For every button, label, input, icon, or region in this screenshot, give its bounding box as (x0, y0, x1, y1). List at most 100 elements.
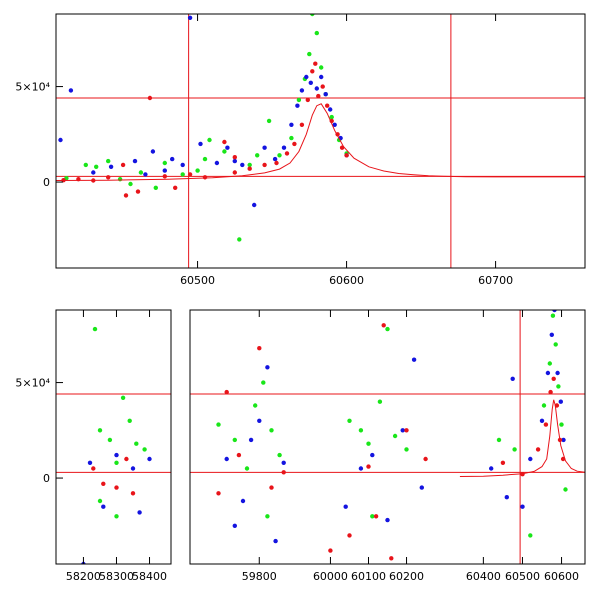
point-blue-15 (343, 504, 348, 509)
panel-top: 60500 60600 60700 0 5×10⁴ (15, 13, 586, 287)
point-green-17 (265, 514, 270, 519)
point-red-6 (224, 389, 229, 395)
point-red-16 (284, 151, 290, 156)
point-blue-15 (281, 145, 287, 150)
point-red-18 (423, 456, 428, 462)
point-red-14 (262, 162, 267, 168)
point-green-27 (94, 164, 99, 169)
point-green-12 (277, 153, 282, 158)
point-blue-9 (248, 437, 254, 443)
point-red-5 (216, 491, 221, 496)
point-green-5 (162, 160, 167, 166)
point-red-28 (344, 153, 349, 158)
point-green-17 (310, 14, 315, 17)
x-tick-label-9: 60600 (544, 570, 579, 583)
point-blue-29 (232, 158, 237, 164)
x-tick-label-2: 58400 (132, 570, 167, 583)
point-blue-11 (240, 162, 245, 168)
point-red-13 (247, 166, 252, 171)
point-red-21 (313, 61, 318, 66)
point-blue-10 (257, 418, 262, 423)
point-blue-21 (314, 86, 319, 91)
point-blue-29 (549, 332, 554, 337)
point-green-32 (553, 342, 558, 347)
series-green (64, 14, 349, 242)
point-green-0 (92, 326, 98, 332)
point-blue-8 (198, 141, 203, 147)
point-green-8 (222, 149, 227, 154)
point-red-12 (347, 533, 352, 538)
x-tick-label-4: 60000 (313, 570, 348, 583)
point-green-11 (266, 118, 272, 124)
series-red (61, 61, 349, 198)
point-green-4 (138, 170, 144, 175)
point-blue-7 (224, 456, 229, 462)
point-green-26 (496, 437, 502, 443)
point-green-18 (314, 30, 319, 36)
point-red-19 (500, 460, 506, 465)
point-blue-31 (162, 168, 167, 173)
point-red-4 (130, 491, 136, 496)
point-blue-4 (132, 158, 138, 164)
point-green-13 (269, 428, 274, 433)
point-blue-2 (101, 504, 106, 509)
point-red-16 (389, 556, 394, 561)
point-red-10 (202, 175, 208, 180)
point-red-12 (232, 170, 237, 175)
point-blue-7 (187, 15, 193, 20)
series-red (91, 323, 566, 561)
point-green-13 (289, 135, 294, 141)
point-blue-12 (273, 538, 278, 544)
point-blue-5 (150, 149, 156, 154)
point-red-30 (232, 155, 237, 160)
point-blue-24 (328, 107, 333, 112)
point-green-22 (385, 326, 390, 332)
point-green-25 (153, 185, 158, 190)
point-blue-23 (323, 92, 328, 97)
point-blue-11 (265, 365, 270, 370)
point-green-3 (117, 177, 123, 182)
point-red-22 (543, 422, 549, 427)
point-green-7 (97, 498, 103, 504)
point-red-3 (106, 175, 111, 180)
x-tick-label-2: 60700 (478, 274, 513, 287)
point-blue-24 (510, 376, 515, 381)
point-green-28 (528, 533, 533, 538)
x-tick-label-8: 60500 (505, 570, 540, 583)
point-green-10 (244, 466, 250, 471)
point-blue-31 (555, 370, 560, 376)
point-blue-20 (411, 357, 417, 362)
point-green-35 (563, 487, 568, 492)
point-blue-1 (68, 88, 74, 93)
series-green (92, 313, 568, 538)
point-green-7 (202, 156, 208, 162)
point-red-4 (123, 193, 129, 198)
point-blue-5 (147, 456, 152, 462)
point-blue-33 (561, 437, 566, 443)
point-green-14 (296, 97, 302, 103)
point-blue-4 (130, 466, 136, 471)
point-red-15 (274, 160, 279, 166)
point-blue-17 (370, 452, 375, 458)
y-tick-label-1: 5×10⁴ (15, 81, 50, 94)
point-blue-22 (319, 74, 324, 80)
point-green-20 (366, 441, 371, 446)
point-green-4 (120, 395, 126, 400)
y-tick-label-1: 5×10⁴ (15, 377, 50, 390)
point-red-9 (269, 485, 274, 490)
point-blue-3 (114, 452, 119, 458)
point-green-19 (319, 65, 324, 70)
point-green-10 (247, 162, 252, 168)
series-blue (81, 310, 566, 564)
point-green-9 (142, 447, 147, 452)
point-red-21 (535, 447, 541, 452)
frame (55, 13, 586, 269)
model-curve (459, 399, 585, 477)
point-red-2 (114, 485, 119, 490)
point-red-17 (292, 141, 297, 147)
point-blue-6 (137, 510, 142, 515)
point-green-27 (512, 447, 517, 452)
point-green-6 (180, 172, 185, 177)
